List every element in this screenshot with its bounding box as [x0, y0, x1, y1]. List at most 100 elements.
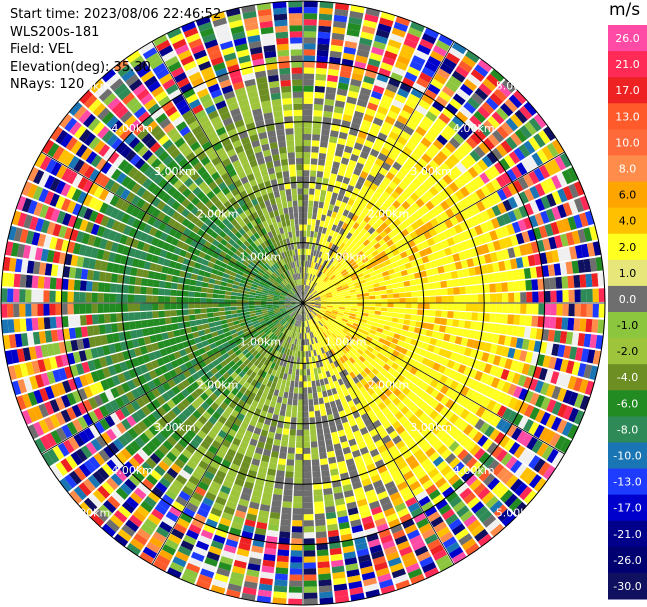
range-gate [94, 259, 102, 271]
range-gate [481, 197, 491, 210]
range-gate [357, 441, 367, 450]
range-gate [344, 293, 351, 297]
range-gate [342, 354, 349, 362]
range-gate [445, 541, 461, 554]
range-gate [267, 529, 279, 538]
range-gate [568, 289, 575, 303]
range-gate [112, 263, 120, 274]
range-gate [188, 309, 195, 315]
range-gate [256, 288, 263, 292]
range-gate [109, 303, 116, 313]
range-gate [528, 421, 540, 436]
range-gate [171, 431, 182, 442]
range-gate [102, 345, 111, 356]
range-gate [212, 289, 220, 294]
range-gate [393, 303, 400, 308]
range-gate [200, 352, 209, 360]
range-gate [533, 113, 547, 129]
range-gate [477, 159, 489, 171]
range-gate [261, 371, 268, 379]
range-gate [275, 370, 281, 378]
range-gate [249, 419, 258, 427]
range-gate [108, 252, 117, 263]
range-gate [417, 142, 428, 153]
range-gate [224, 310, 232, 315]
range-gate [253, 322, 260, 328]
range-gate [314, 324, 318, 330]
range-gate [250, 364, 257, 372]
range-gate [454, 224, 463, 234]
range-gate [186, 375, 196, 385]
range-gate [240, 461, 251, 470]
range-gate [371, 367, 380, 376]
range-gate [71, 188, 82, 202]
range-gate [89, 210, 99, 223]
range-gate [326, 295, 333, 298]
range-gate [429, 143, 440, 155]
range-gate [281, 513, 292, 521]
range-gate [303, 260, 306, 267]
range-gate [296, 429, 303, 436]
range-gate [73, 433, 85, 447]
range-gate [304, 327, 307, 334]
range-gate [441, 239, 450, 249]
range-gate [338, 227, 345, 235]
range-gate [452, 93, 466, 106]
range-gate [408, 182, 418, 192]
range-gate [72, 419, 83, 433]
range-gate [261, 324, 268, 330]
range-gate [339, 303, 346, 306]
range-gate [363, 521, 375, 531]
range-gate [184, 251, 193, 260]
range-gate [315, 303, 322, 305]
range-gate [289, 324, 294, 331]
range-gate [355, 416, 363, 425]
range-gate [305, 273, 308, 280]
range-gate [50, 430, 62, 445]
range-gate [273, 408, 280, 416]
range-gate [486, 151, 498, 164]
range-gate [439, 531, 454, 544]
range-gate [533, 340, 542, 353]
range-gate [409, 167, 420, 177]
range-gate [195, 465, 206, 476]
range-gate [442, 108, 455, 120]
range-gate [307, 286, 311, 292]
range-gate [55, 303, 62, 316]
range-gate [448, 546, 464, 559]
range-gate [407, 66, 421, 77]
range-gate [353, 455, 364, 464]
range-gate [124, 461, 136, 474]
range-gate [273, 343, 279, 350]
range-gate [242, 586, 257, 596]
range-gate [461, 355, 470, 366]
range-gate [325, 505, 336, 514]
range-gate [254, 305, 261, 308]
range-gate [315, 519, 326, 527]
range-gate [392, 99, 404, 109]
range-gate [485, 181, 497, 194]
range-gate [314, 304, 321, 307]
range-gate [330, 243, 336, 251]
range-gate [346, 322, 353, 328]
range-gate [352, 322, 360, 328]
range-gate [306, 267, 309, 274]
range-gate [545, 342, 554, 355]
range-gate [218, 376, 226, 384]
range-gate [317, 43, 330, 51]
range-gate [342, 329, 349, 335]
range-gate [219, 444, 229, 454]
range-gate [27, 183, 38, 199]
range-gate [328, 179, 336, 187]
range-gate [38, 188, 49, 203]
range-gate [389, 430, 399, 440]
range-gate [213, 284, 221, 290]
range-gate [318, 152, 327, 160]
range-gate [61, 316, 69, 328]
range-gate [270, 348, 276, 356]
range-gate [460, 259, 469, 269]
range-gate [264, 418, 272, 426]
range-gate [292, 306, 299, 311]
range-gate [204, 420, 214, 430]
range-gate [288, 586, 302, 593]
